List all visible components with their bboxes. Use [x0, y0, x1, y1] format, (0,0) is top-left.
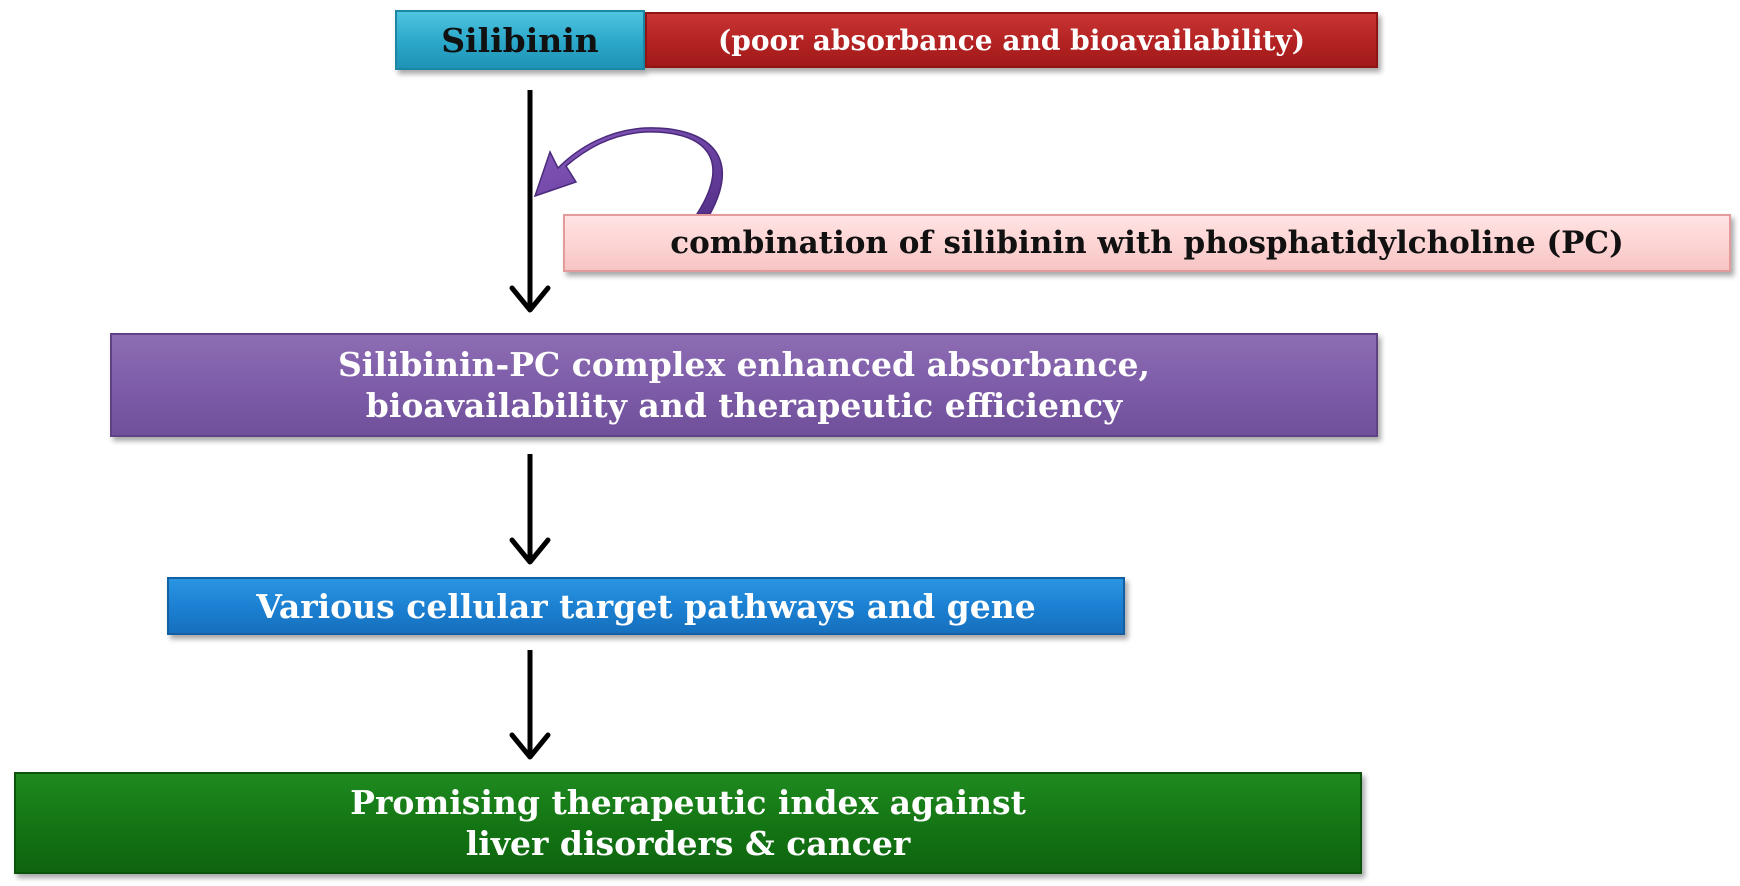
promising-box: Promising therapeutic index against live…: [14, 772, 1362, 874]
combination-label: combination of silibinin with phosphatid…: [670, 225, 1624, 261]
poor-absorbance-box: (poor absorbance and bioavailability): [645, 12, 1378, 68]
pathways-box: Various cellular target pathways and gen…: [167, 577, 1125, 635]
poor-absorbance-label: (poor absorbance and bioavailability): [718, 23, 1305, 57]
combination-box: combination of silibinin with phosphatid…: [563, 214, 1731, 272]
silibinin-label: Silibinin: [441, 20, 599, 60]
complex-box: Silibinin-PC complex enhanced absorbance…: [110, 333, 1378, 437]
complex-label-line2: bioavailability and therapeutic efficien…: [365, 386, 1123, 425]
arrow-complex-to-pathways: [509, 454, 551, 565]
curved-arrow: [533, 127, 723, 215]
complex-label-line1: Silibinin-PC complex enhanced absorbance…: [337, 344, 1151, 384]
arrow-pathways-to-promising: [509, 650, 551, 760]
promising-label-line1: Promising therapeutic index against: [350, 782, 1026, 822]
silibinin-box: Silibinin: [395, 10, 645, 70]
arrow-silibinin-to-complex: [509, 90, 551, 313]
promising-label-line2: liver disorders & cancer: [465, 824, 911, 863]
pathways-label: Various cellular target pathways and gen…: [256, 586, 1036, 626]
